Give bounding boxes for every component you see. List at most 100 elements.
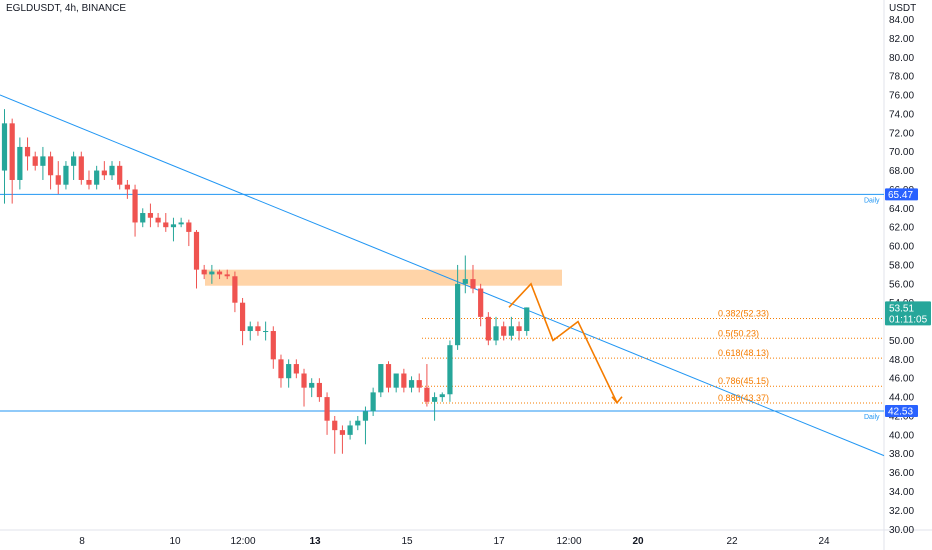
candle-body-4 [32, 156, 38, 166]
support-line-label-0: Daily [864, 197, 880, 204]
x-tick-4: 15 [401, 536, 413, 547]
candle-body-12 [94, 170, 100, 185]
candle-body-23 [178, 222, 184, 225]
symbol-title: EGLDUSDT, 4h, BINANCE [6, 3, 127, 14]
x-tick-6: 12:00 [556, 536, 581, 547]
candle-body-9 [71, 156, 77, 166]
candle-body-59 [455, 283, 461, 346]
candle-body-40 [309, 382, 315, 388]
x-tick-1: 10 [169, 536, 181, 547]
candle-body-32 [247, 326, 253, 332]
y-tick-25: 34.00 [889, 487, 914, 498]
candle-body-5 [40, 156, 46, 166]
x-tick-0: 8 [79, 536, 85, 547]
fib-label-0: 0.382(52.33) [718, 308, 769, 318]
candle-body-35 [270, 331, 276, 360]
candle-body-53 [408, 380, 415, 388]
x-tick-9: 24 [818, 536, 830, 547]
trendline [0, 94, 885, 457]
candle-body-60 [462, 279, 468, 284]
y-tick-17: 50.00 [889, 336, 914, 347]
candle-body-65 [501, 326, 507, 336]
x-tick-5: 17 [493, 536, 505, 547]
candle-body-57 [439, 394, 445, 398]
candle-body-24 [186, 222, 192, 232]
candle-body-37 [286, 364, 292, 379]
candle-body-51 [393, 373, 399, 388]
candle-body-41 [316, 382, 322, 398]
candle-body-63 [485, 316, 491, 341]
candle-body-7 [55, 175, 61, 185]
currency-label: USDT [889, 3, 916, 14]
y-tick-4: 76.00 [889, 91, 914, 102]
x-tick-8: 22 [726, 536, 738, 547]
candle-body-44 [339, 430, 346, 435]
projection-arrowhead [611, 396, 623, 405]
candle-body-66 [508, 326, 514, 336]
fib-label-3: 0.786(45.15) [718, 376, 769, 386]
candle-body-22 [170, 224, 177, 228]
candle-body-68 [524, 307, 530, 332]
candle-body-42 [324, 397, 330, 421]
y-tick-14: 56.00 [889, 279, 914, 290]
candle-body-16 [124, 184, 130, 190]
candle-body-21 [163, 222, 169, 228]
support-tag-text-1: 42.53 [888, 406, 913, 417]
candle-body-13 [101, 170, 107, 176]
y-tick-11: 62.00 [889, 223, 914, 234]
y-tick-12: 60.00 [889, 242, 914, 253]
candle-body-25 [193, 231, 200, 270]
candle-body-33 [255, 326, 261, 332]
x-tick-2: 12:00 [230, 536, 255, 547]
candle-body-10 [78, 156, 84, 180]
y-tick-10: 64.00 [889, 204, 914, 215]
candle-body-62 [478, 288, 484, 317]
y-tick-22: 40.00 [889, 430, 914, 441]
candle-body-47 [362, 411, 369, 421]
last-price-countdown: 01:11:05 [889, 314, 928, 325]
candle-body-38 [293, 364, 299, 374]
support-line-label-1: Daily [864, 414, 880, 421]
y-tick-24: 36.00 [889, 468, 914, 479]
x-tick-3: 13 [309, 536, 321, 547]
candle-body-11 [86, 179, 92, 185]
candle-body-43 [332, 420, 338, 431]
candle-body-45 [347, 425, 353, 435]
candle-body-26 [201, 269, 207, 275]
candle-body-28 [216, 271, 223, 275]
candle-body-34 [263, 331, 269, 333]
candle-body-6 [47, 156, 54, 176]
y-tick-21: 42.00 [889, 411, 914, 422]
y-tick-18: 48.00 [889, 355, 914, 366]
candle-body-48 [370, 392, 376, 412]
candle-body-3 [24, 146, 31, 157]
y-tick-20: 44.00 [889, 393, 914, 404]
y-tick-2: 80.00 [889, 53, 914, 64]
y-tick-13: 58.00 [889, 260, 914, 271]
fib-label-4: 0.886(43.37) [718, 393, 769, 403]
candle-body-1 [9, 123, 15, 180]
candle-body-27 [209, 271, 215, 275]
candle-body-2 [17, 146, 23, 180]
candle-body-17 [132, 189, 138, 223]
candle-body-8 [63, 165, 69, 185]
candle-body-14 [109, 165, 115, 176]
candle-body-15 [117, 165, 123, 185]
y-tick-23: 38.00 [889, 449, 914, 460]
candle-body-30 [232, 276, 238, 303]
candle-body-54 [416, 380, 422, 388]
candle-body-29 [224, 274, 230, 277]
candle-body-0 [1, 123, 8, 171]
y-tick-5: 74.00 [889, 109, 914, 120]
candle-body-52 [401, 373, 407, 388]
candle-body-20 [155, 217, 161, 223]
y-tick-7: 70.00 [889, 147, 914, 158]
candle-body-46 [355, 420, 361, 426]
last-price-value: 53.51 [889, 303, 914, 314]
y-tick-19: 46.00 [889, 374, 914, 385]
resistance-zone [205, 269, 562, 286]
candle-body-56 [431, 397, 438, 402]
candle-body-49 [378, 364, 384, 393]
